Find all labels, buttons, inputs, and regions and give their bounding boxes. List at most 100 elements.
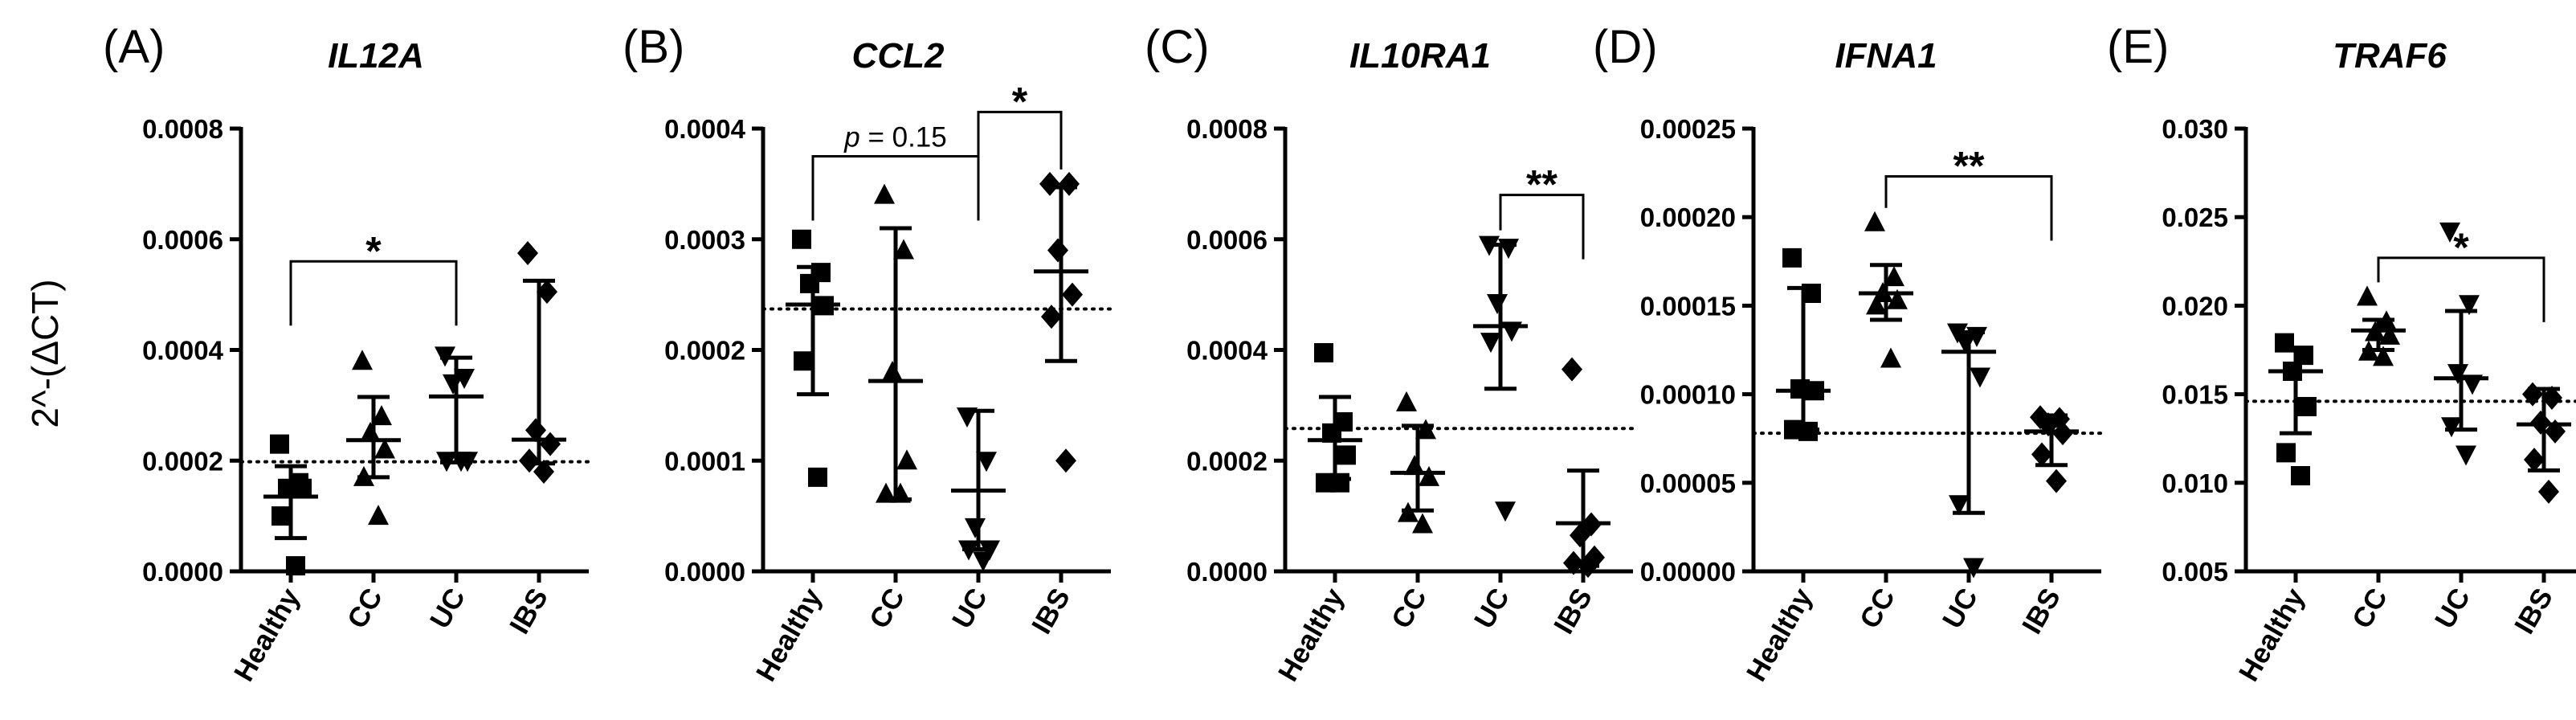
- x-tick-label: IBS: [1026, 583, 1076, 640]
- y-tick-label: 0.0004: [142, 336, 224, 366]
- data-point: [368, 505, 389, 526]
- x-tick-label: UC: [2429, 583, 2476, 634]
- y-tick-label: 0.00015: [1640, 291, 1736, 321]
- series-uc: [429, 346, 484, 472]
- significance-bracket: [2377, 256, 2545, 322]
- data-point: [1963, 558, 1984, 579]
- significance-bracket: [977, 110, 1063, 177]
- series-uc: [951, 407, 1006, 572]
- x-tick-label: CC: [1386, 583, 1433, 634]
- series-uc: [1941, 323, 1996, 579]
- y-tick-label: 0.0008: [1186, 114, 1268, 144]
- series-healthy: [263, 434, 318, 576]
- x-tick-label: Healthy: [750, 583, 828, 686]
- panel-letter: (A): [103, 21, 165, 73]
- data-point: [2441, 417, 2462, 438]
- data-point: [874, 183, 895, 204]
- data-point: [2291, 465, 2310, 485]
- data-point: [2439, 222, 2460, 243]
- data-point: [271, 506, 291, 526]
- data-point: [882, 361, 903, 382]
- x-tick-label: UC: [424, 583, 472, 634]
- data-point: [2294, 346, 2313, 366]
- panel-e: (E) TRAF6 0.005 0.010 0.015 0.020 0.025 0.030 He…: [2107, 21, 2576, 686]
- data-point: [1866, 294, 1887, 315]
- data-point: [1055, 448, 1076, 473]
- data-point: [2297, 397, 2317, 417]
- data-point: [443, 374, 463, 395]
- panel-title: TRAF6: [2333, 36, 2447, 76]
- data-point: [1047, 238, 1068, 263]
- series-ibs: [2517, 382, 2571, 504]
- data-point: [286, 556, 305, 576]
- data-point: [2456, 445, 2476, 466]
- x-tick-label: CC: [863, 583, 911, 634]
- data-point: [2046, 468, 2067, 493]
- panel-letter: (C): [1145, 21, 1210, 73]
- data-point: [352, 350, 373, 370]
- y-tick-label: 0.0002: [1186, 446, 1268, 476]
- series-healthy: [1308, 342, 1362, 493]
- data-point: [1949, 495, 1970, 516]
- significance-bracket: [289, 260, 458, 326]
- panel-b: (B) CCL2 0.0000 0.0001 0.0002 0.0003 0.0004 Hea…: [623, 21, 1116, 686]
- data-point: [2357, 285, 2378, 306]
- data-point: [540, 432, 561, 456]
- y-tick-label: 0.00025: [1640, 114, 1736, 144]
- data-point: [1396, 391, 1417, 411]
- panel-title: CCL2: [852, 36, 945, 76]
- series-cc: [868, 183, 923, 503]
- y-tick-label: 0.030: [2162, 114, 2228, 144]
- data-point: [2447, 364, 2468, 385]
- data-point: [1495, 501, 1516, 522]
- series-healthy: [1776, 248, 1831, 441]
- x-tick-label: Healthy: [228, 583, 306, 686]
- x-tick-label: Healthy: [2233, 583, 2311, 686]
- y-tick-label: 0.0004: [1186, 336, 1268, 366]
- data-point: [1039, 171, 1060, 196]
- y-tick-label: 0.00005: [1640, 468, 1736, 498]
- y-tick-label: 0.00020: [1640, 202, 1736, 232]
- y-tick-label: 0.0003: [664, 225, 745, 255]
- data-point: [2379, 324, 2400, 345]
- data-point: [976, 452, 997, 472]
- series-cc: [1390, 391, 1445, 534]
- data-point: [371, 405, 392, 426]
- significance-label: **: [1526, 162, 1557, 207]
- data-point: [454, 368, 475, 389]
- data-point: [1062, 282, 1083, 307]
- panel-a: (A) IL12A 0.0000 0.0002 0.0004 0.0006 0.0008 He…: [103, 21, 594, 686]
- data-point: [965, 518, 986, 538]
- series-uc: [2434, 222, 2488, 466]
- data-point: [1884, 266, 1904, 287]
- y-tick-label: 0.0006: [1186, 225, 1268, 255]
- data-point: [1880, 347, 1901, 368]
- y-tick-label: 0.0002: [142, 446, 223, 476]
- data-point: [1415, 419, 1436, 440]
- data-point: [893, 239, 914, 260]
- data-point: [2373, 346, 2394, 366]
- data-point: [808, 467, 827, 487]
- panels: (A) IL12A 0.0000 0.0002 0.0004 0.0006 0.0008 He…: [103, 21, 2576, 686]
- data-point: [1562, 357, 1582, 382]
- data-point: [374, 438, 395, 459]
- data-point: [1782, 248, 1802, 268]
- x-tick-label: UC: [1937, 583, 1984, 634]
- x-tick-label: Healthy: [1741, 583, 1819, 686]
- data-point: [1887, 288, 1908, 309]
- data-point: [1480, 333, 1501, 354]
- data-point: [792, 229, 811, 249]
- panel-title: IL10RA1: [1349, 36, 1491, 76]
- y-tick-label: 0.025: [2162, 202, 2228, 232]
- data-point: [1563, 550, 1584, 575]
- significance-label: **: [1953, 144, 1985, 189]
- data-point: [2031, 442, 2052, 467]
- y-tick-label: 0.020: [2162, 291, 2228, 321]
- y-tick-label: 0.0002: [664, 336, 745, 366]
- x-tick-label: IBS: [2016, 583, 2067, 640]
- series-ibs: [2024, 405, 2079, 493]
- panel-letter: (E): [2107, 21, 2169, 73]
- x-tick-label: IBS: [504, 583, 554, 640]
- significance-bracket: [811, 154, 980, 221]
